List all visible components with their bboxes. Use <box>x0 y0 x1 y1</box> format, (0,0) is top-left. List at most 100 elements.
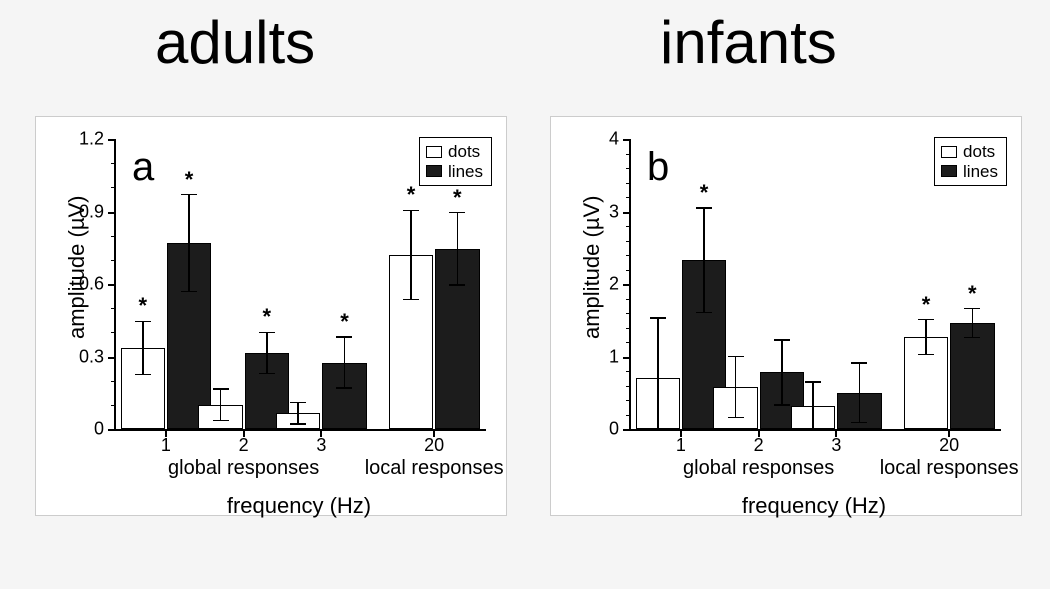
ytick-label: 0 <box>609 419 619 440</box>
ytick-label: 4 <box>609 129 619 150</box>
legend-a: dotslines <box>419 137 492 186</box>
errorbar-cap <box>290 423 306 425</box>
errorbar-cap <box>181 194 197 196</box>
minor-ytick <box>626 241 631 242</box>
minor-ytick <box>626 371 631 372</box>
bar-lines <box>950 323 994 429</box>
ytick <box>623 357 631 359</box>
legend-item-lines: lines <box>941 162 998 182</box>
ytick <box>623 139 631 141</box>
significance-star: * <box>407 182 416 208</box>
errorbar-cap <box>918 354 934 356</box>
legend-label-dots: dots <box>448 142 480 162</box>
errorbar-cap <box>650 428 666 430</box>
minor-ytick <box>111 236 116 237</box>
errorbar-cap <box>213 420 229 422</box>
minor-ytick <box>626 299 631 300</box>
errorbar-cap <box>728 417 744 419</box>
significance-star: * <box>453 185 462 211</box>
errorbar-cap <box>918 319 934 321</box>
errorbar-cap <box>851 422 867 424</box>
xgroup-label: local responses <box>880 457 1019 480</box>
minor-ytick <box>626 415 631 416</box>
errorbar <box>972 309 974 338</box>
chart-b: 012341*2320**global responseslocal respo… <box>550 116 1022 516</box>
ytick <box>623 212 631 214</box>
errorbar <box>297 402 299 424</box>
minor-ytick <box>626 270 631 271</box>
errorbar-cap <box>805 428 821 430</box>
minor-ytick <box>111 163 116 164</box>
errorbar-cap <box>449 212 465 214</box>
ytick <box>108 139 116 141</box>
errorbar-cap <box>259 332 275 334</box>
errorbar <box>410 210 412 299</box>
significance-star: * <box>185 167 194 193</box>
errorbar <box>142 321 144 374</box>
xtick-label: 3 <box>316 435 326 456</box>
errorbar-cap <box>851 362 867 364</box>
errorbar <box>657 318 659 429</box>
errorbar-cap <box>650 317 666 319</box>
errorbar-cap <box>403 210 419 212</box>
minor-ytick <box>626 255 631 256</box>
ytick <box>108 429 116 431</box>
ytick <box>108 357 116 359</box>
minor-ytick <box>111 332 116 333</box>
legend-item-lines: lines <box>426 162 483 182</box>
errorbar <box>703 208 705 312</box>
legend-swatch-dots <box>941 146 957 158</box>
errorbar-cap <box>259 373 275 375</box>
errorbar <box>859 363 861 422</box>
ytick-label: 0 <box>94 419 104 440</box>
xtick-label: 2 <box>239 435 249 456</box>
minor-ytick <box>111 381 116 382</box>
significance-star: * <box>968 281 977 307</box>
chart-a: 00.30.60.91.21**2*3*20**global responses… <box>35 116 507 516</box>
errorbar <box>220 389 222 420</box>
legend-swatch-lines <box>426 165 442 177</box>
significance-star: * <box>139 293 148 319</box>
ytick-label: 1.2 <box>79 129 104 150</box>
errorbar-cap <box>964 308 980 310</box>
legend-label-dots: dots <box>963 142 995 162</box>
minor-ytick <box>626 154 631 155</box>
xgroup-label: global responses <box>683 457 834 480</box>
errorbar <box>344 337 346 388</box>
minor-ytick <box>626 386 631 387</box>
xtick-label: 1 <box>676 435 686 456</box>
xtick-label: 3 <box>831 435 841 456</box>
significance-star: * <box>340 309 349 335</box>
ytick <box>623 284 631 286</box>
xtick-label: 20 <box>424 435 444 456</box>
minor-ytick <box>626 313 631 314</box>
errorbar <box>925 320 927 355</box>
panel-letter-b: b <box>647 145 669 190</box>
minor-ytick <box>626 197 631 198</box>
xtick-label: 20 <box>939 435 959 456</box>
xgroup-label: global responses <box>168 457 319 480</box>
errorbar <box>781 340 783 405</box>
errorbar-cap <box>964 337 980 339</box>
legend-label-lines: lines <box>448 162 483 182</box>
legend-b: dotslines <box>934 137 1007 186</box>
errorbar-cap <box>805 381 821 383</box>
legend-swatch-lines <box>941 165 957 177</box>
ylabel-a: amplitude (µV) <box>64 195 90 339</box>
ylabel-b: amplitude (µV) <box>579 195 605 339</box>
xgroup-label: local responses <box>365 457 504 480</box>
errorbar <box>457 213 459 286</box>
minor-ytick <box>111 308 116 309</box>
errorbar-cap <box>181 291 197 293</box>
minor-ytick <box>626 400 631 401</box>
legend-swatch-dots <box>426 146 442 158</box>
errorbar-cap <box>728 356 744 358</box>
errorbar-cap <box>696 207 712 209</box>
errorbar-cap <box>336 387 352 389</box>
xtick-label: 2 <box>754 435 764 456</box>
ytick <box>108 284 116 286</box>
errorbar-cap <box>135 321 151 323</box>
minor-ytick <box>626 226 631 227</box>
xlabel-a: frequency (Hz) <box>227 493 371 519</box>
errorbar-cap <box>696 312 712 314</box>
